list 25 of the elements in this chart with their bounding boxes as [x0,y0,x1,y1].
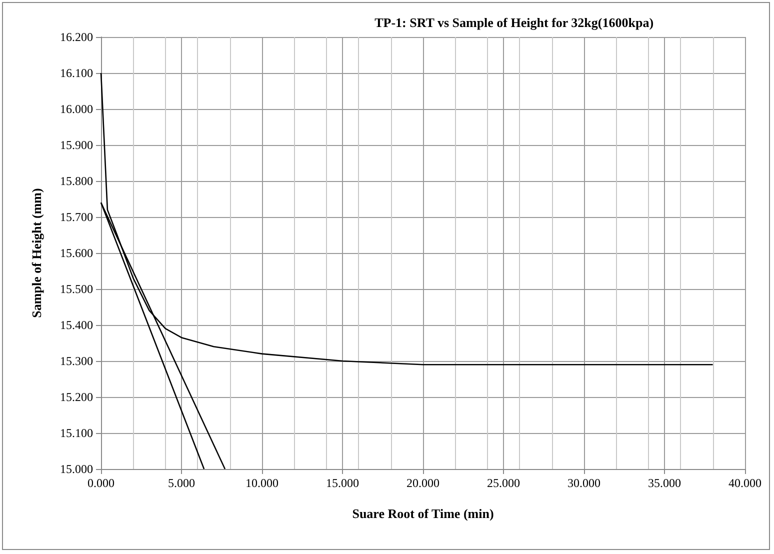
y-tick-label: 15.600 [60,246,93,260]
x-tick-label: 40.000 [728,476,762,490]
y-tick-label: 16.000 [60,102,93,116]
y-tick-label: 15.900 [60,138,93,152]
x-tick-label: 25.000 [487,476,520,490]
y-tick-label: 15.300 [60,354,93,368]
x-tick-label: 0.000 [88,476,114,490]
y-tick-label: 16.100 [60,66,93,80]
y-tick-label: 15.000 [60,462,93,476]
y-tick-label: 15.500 [60,282,93,296]
x-axis-title: Suare Root of Time (min) [352,506,494,521]
y-tick-label: 15.700 [60,210,93,224]
x-tick-label: 5.000 [168,476,195,490]
y-tick-label: 15.200 [60,390,93,404]
y-axis-title: Sample of Height (mm) [29,188,44,318]
x-tick-label: 10.000 [246,476,278,490]
y-tick-label: 15.100 [60,426,93,440]
x-tick-label: 35.000 [648,476,681,490]
x-tick-label: 20.000 [406,476,440,490]
chart-title: TP-1: SRT vs Sample of Height for 32kg(1600kpa) [374,15,654,30]
y-tick-label: 15.400 [60,318,93,332]
x-tick-label: 15.000 [326,476,359,490]
y-tick-label: 15.800 [60,174,93,188]
x-tick-label: 30.000 [568,476,600,490]
y-tick-label: 16.200 [60,30,93,44]
